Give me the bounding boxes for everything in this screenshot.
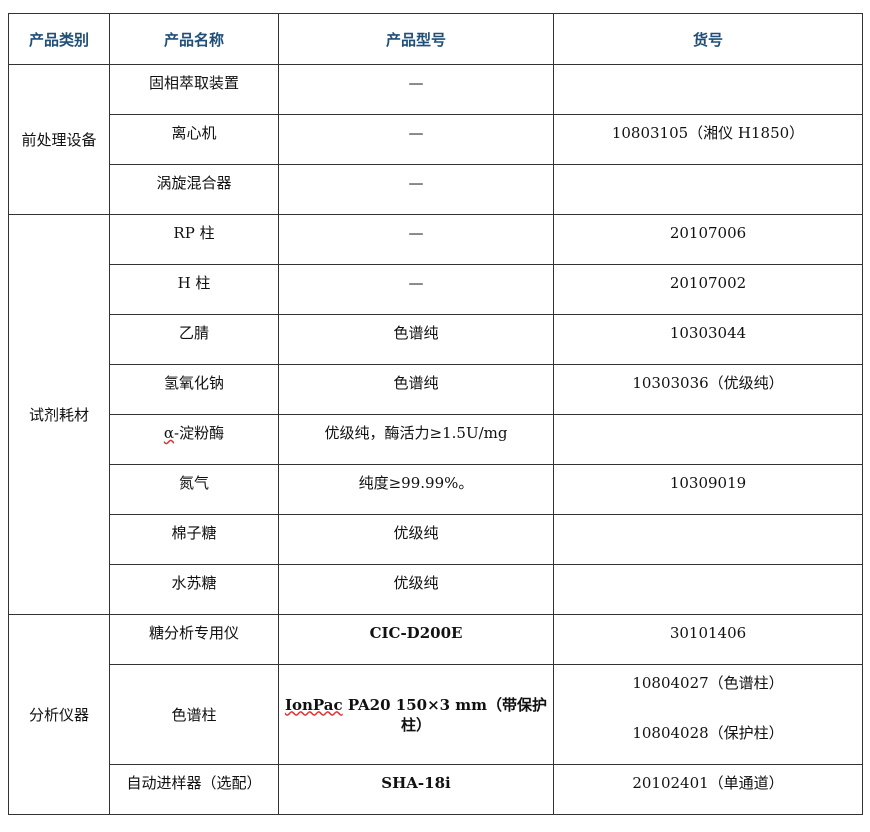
code-cell: 30101406 <box>553 614 863 665</box>
name-text: -淀粉酶 <box>174 424 225 442</box>
code-cell: 10804027（色谱柱） 10804028（保护柱） <box>553 664 863 765</box>
category-cell: 分析仪器 <box>8 614 110 815</box>
table-row: H 柱 — 20107002 <box>9 264 863 315</box>
model-cell: SHA-18i <box>278 764 554 815</box>
name-cell: 乙腈 <box>109 314 279 365</box>
model-cell: 色谱纯 <box>278 314 554 365</box>
table-row: 前处理设备 固相萃取装置 — <box>8 64 863 215</box>
name-cell: 糖分析专用仪 <box>109 614 279 665</box>
table-row: 涡旋混合器 — <box>9 164 863 215</box>
name-cell: 离心机 <box>109 114 279 165</box>
header-row: 产品类别 产品名称 产品型号 货号 <box>8 13 863 65</box>
name-cell: 棉子糖 <box>109 514 279 565</box>
code-cell: 20107002 <box>553 264 863 315</box>
code-cell: 10309019 <box>553 464 863 515</box>
code-cell: 10303036（优级纯） <box>553 364 863 415</box>
category-cell: 前处理设备 <box>8 64 110 215</box>
category-cell: 试剂耗材 <box>8 214 110 615</box>
code-cell: 10803105（湘仪 H1850） <box>553 114 863 165</box>
name-cell: 色谱柱 <box>109 664 279 765</box>
model-cell: — <box>278 214 554 265</box>
code-line: 10804027（色谱柱） <box>632 674 784 692</box>
header-model: 产品型号 <box>278 13 554 65</box>
table-row: 乙腈 色谱纯 10303044 <box>9 314 863 365</box>
table-row: 棉子糖 优级纯 <box>9 514 863 565</box>
alpha-prefix: α <box>163 424 175 442</box>
code-cell: 10303044 <box>553 314 863 365</box>
model-cell: — <box>278 264 554 315</box>
model-cell: — <box>278 64 554 115</box>
model-cell: — <box>278 164 554 215</box>
code-cell <box>553 164 863 215</box>
header-name: 产品名称 <box>109 13 279 65</box>
header-code: 货号 <box>553 13 863 65</box>
table-row: 色谱柱 IonPac PA20 150×3 mm（带保护柱） 10804027（… <box>9 664 863 765</box>
name-cell: 氮气 <box>109 464 279 515</box>
code-cell <box>553 564 863 615</box>
table-row: 水苏糖 优级纯 <box>9 564 863 615</box>
name-cell: α-淀粉酶 <box>109 414 279 465</box>
model-cell: 纯度≥99.99%。 <box>278 464 554 515</box>
table-row: α-淀粉酶 优级纯，酶活力≥1.5U/mg <box>9 414 863 465</box>
code-cell <box>553 64 863 115</box>
table-row: 分析仪器 糖分析专用仪 CIC-D200E 30101406 <box>8 614 863 815</box>
model-cell: 优级纯 <box>278 514 554 565</box>
code-cell <box>553 414 863 465</box>
model-cell: — <box>278 114 554 165</box>
name-cell: RP 柱 <box>109 214 279 265</box>
code-cell: 20107006 <box>553 214 863 265</box>
code-line: 10804028（保护柱） <box>632 724 784 742</box>
name-cell: 涡旋混合器 <box>109 164 279 215</box>
name-cell: 氢氧化钠 <box>109 364 279 415</box>
model-cell: 优级纯，酶活力≥1.5U/mg <box>278 414 554 465</box>
name-cell: H 柱 <box>109 264 279 315</box>
product-table: 产品类别 产品名称 产品型号 货号 前处理设备 固相萃取装置 — 离心机 — 1… <box>8 13 863 815</box>
name-cell: 固相萃取装置 <box>109 64 279 115</box>
table-row: 氮气 纯度≥99.99%。 10309019 <box>9 464 863 515</box>
table-row: 试剂耗材 RP 柱 — 20107006 <box>8 214 863 615</box>
model-text: PA20 150×3 mm（带保护柱） <box>342 695 548 734</box>
model-cell: IonPac PA20 150×3 mm（带保护柱） <box>278 664 554 765</box>
code-cell <box>553 514 863 565</box>
name-cell: 自动进样器（选配） <box>109 764 279 815</box>
model-cell: 优级纯 <box>278 564 554 615</box>
name-cell: 水苏糖 <box>109 564 279 615</box>
table-row: 氢氧化钠 色谱纯 10303036（优级纯） <box>9 364 863 415</box>
model-cell: CIC-D200E <box>278 614 554 665</box>
model-prefix: IonPac <box>284 695 343 714</box>
model-cell: 色谱纯 <box>278 364 554 415</box>
code-cell: 20102401（单通道） <box>553 764 863 815</box>
table-row: 自动进样器（选配） SHA-18i 20102401（单通道） <box>9 764 863 815</box>
table-row: 离心机 — 10803105（湘仪 H1850） <box>9 114 863 165</box>
header-category: 产品类别 <box>8 13 110 65</box>
